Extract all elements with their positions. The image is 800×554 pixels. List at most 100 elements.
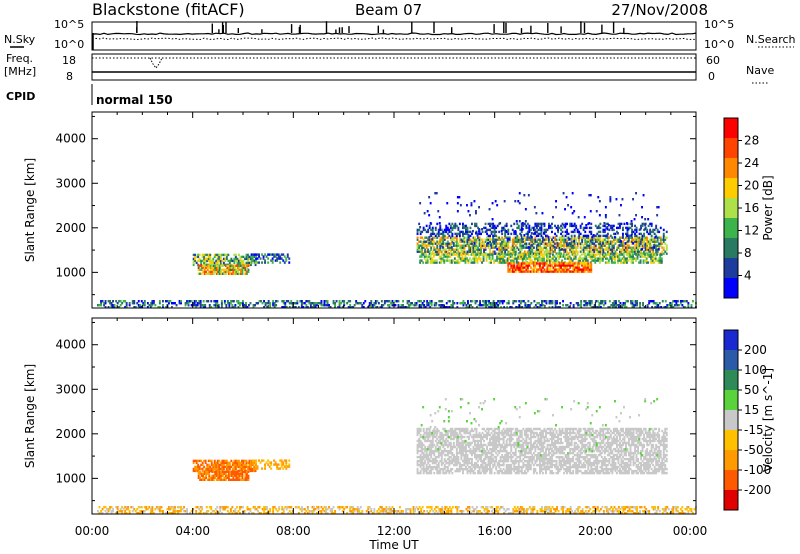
range-cell — [591, 236, 594, 239]
range-cell — [641, 206, 644, 209]
range-cell — [169, 508, 172, 511]
range-cell — [491, 257, 494, 260]
range-cell — [529, 246, 532, 249]
range-cell — [457, 232, 460, 236]
range-cell — [512, 259, 515, 262]
range-cell — [430, 302, 433, 305]
range-cell — [569, 302, 572, 305]
range-cell — [199, 476, 202, 479]
range-cell — [558, 248, 561, 251]
range-cell — [548, 268, 550, 271]
range-cell — [203, 268, 206, 271]
range-cell — [657, 206, 660, 209]
range-cell — [194, 253, 197, 257]
range-cell — [617, 255, 619, 258]
range-cell — [431, 457, 434, 461]
range-cell — [419, 259, 422, 262]
range-cell — [599, 238, 602, 241]
range-cell — [636, 512, 639, 515]
range-cell — [338, 302, 341, 305]
range-cell — [323, 506, 326, 509]
range-cell — [638, 232, 641, 236]
range-cell — [448, 506, 451, 509]
range-cell — [490, 246, 493, 249]
range-cell — [430, 445, 433, 449]
range-cell — [445, 302, 448, 305]
range-cell — [492, 250, 495, 253]
range-cell — [673, 506, 676, 509]
range-cell — [430, 447, 433, 451]
range-cell — [233, 465, 236, 469]
range-cell — [590, 268, 593, 271]
range-cell — [511, 270, 514, 273]
range-cell — [320, 302, 323, 305]
range-cell — [473, 242, 476, 245]
range-cell — [416, 230, 419, 234]
range-cell — [217, 304, 220, 307]
range-cell — [229, 478, 232, 481]
range-cell — [620, 244, 623, 247]
range-cell — [501, 248, 504, 251]
range-cell — [232, 264, 235, 267]
range-cell — [528, 242, 531, 245]
range-cell — [548, 242, 550, 245]
range-cell — [433, 435, 436, 439]
range-cell — [273, 506, 276, 509]
range-cell — [142, 510, 145, 513]
range-cell — [220, 472, 223, 475]
range-cell — [244, 476, 247, 479]
range-cell — [428, 453, 431, 457]
range-cell — [210, 506, 213, 509]
range-cell — [641, 240, 644, 243]
range-cell — [545, 508, 548, 511]
range-cell — [277, 467, 280, 470]
range-cell — [606, 253, 609, 256]
range-cell — [217, 470, 220, 473]
range-cell — [647, 242, 650, 245]
range-cell — [481, 242, 484, 245]
range-cell — [431, 259, 434, 262]
range-cell — [640, 224, 643, 228]
range-cell — [570, 244, 573, 247]
range-cell — [356, 302, 359, 305]
range-cell — [206, 463, 209, 467]
range-cell — [488, 300, 491, 303]
range-cell — [575, 268, 578, 271]
range-cell — [499, 244, 502, 247]
range-cell — [596, 240, 599, 243]
range-cell — [690, 510, 693, 513]
range-cell — [184, 302, 187, 305]
range-cell — [247, 255, 249, 259]
range-cell — [533, 255, 536, 258]
range-cell — [650, 238, 653, 241]
range-cell — [646, 240, 649, 243]
range-cell — [320, 512, 323, 515]
range-cell — [213, 304, 216, 307]
range-cell — [637, 238, 640, 241]
range-cell — [450, 508, 453, 511]
range-cell — [612, 224, 615, 228]
range-cell — [499, 250, 502, 253]
range-cell — [563, 240, 566, 243]
range-cell — [428, 252, 431, 255]
range-cell — [197, 259, 200, 263]
range-cell — [121, 302, 124, 305]
range-cell — [258, 261, 261, 264]
range-cell — [481, 261, 484, 264]
range-cell — [232, 272, 235, 275]
range-cell — [564, 257, 567, 260]
range-cell — [420, 512, 423, 515]
range-cell — [546, 253, 548, 256]
range-cell — [244, 263, 246, 267]
range-cell — [334, 512, 337, 515]
range-cell — [314, 508, 317, 511]
range-cell — [319, 510, 321, 513]
range-cell — [205, 476, 208, 479]
range-cell — [422, 437, 425, 441]
range-cell — [593, 248, 596, 251]
range-cell — [642, 261, 645, 264]
range-cell — [460, 244, 463, 247]
range-cell — [438, 304, 441, 307]
range-cell — [592, 510, 595, 513]
range-cell — [642, 194, 645, 197]
